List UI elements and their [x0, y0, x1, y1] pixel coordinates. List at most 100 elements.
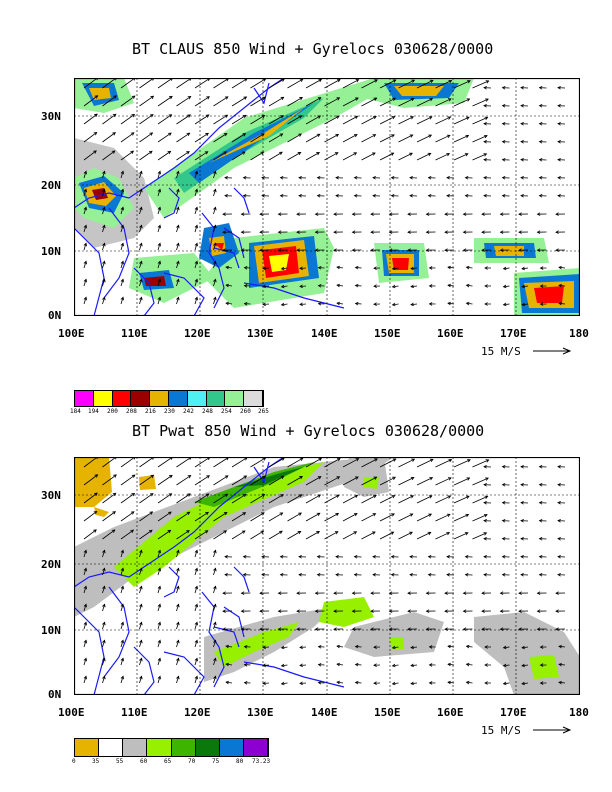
wind-vector-head [447, 495, 452, 499]
wind-vector [324, 97, 340, 107]
wind-vector-head [279, 151, 283, 156]
wind-vector-head [194, 657, 199, 662]
wind-vector-head [277, 248, 282, 252]
wind-vector [213, 622, 216, 630]
wind-vector [213, 189, 216, 197]
wind-vector-head [113, 78, 117, 81]
wind-vector-head [501, 482, 506, 487]
panel1-xtick-140e: 140E [311, 327, 338, 340]
wind-vector-head [462, 230, 467, 234]
wind-vector-head [481, 609, 485, 613]
wind-vector-head [499, 212, 504, 216]
wind-vector [379, 116, 395, 125]
wind-vector-head [539, 681, 544, 685]
wind-vector [522, 682, 529, 685]
wind-vector [120, 132, 135, 143]
panel1-xtick-180: 180 [569, 327, 589, 340]
wind-vector [342, 531, 357, 540]
wind-vector-head [447, 283, 452, 288]
wind-vector [157, 658, 161, 666]
wind-vector-head [139, 621, 143, 626]
wind-vector [472, 459, 489, 468]
wind-vector-head [157, 675, 162, 680]
wind-vector [120, 529, 134, 540]
wind-vector-head [205, 493, 210, 497]
wind-vector [472, 514, 488, 522]
wind-vector [83, 640, 87, 648]
wind-vector-head [444, 248, 448, 252]
wind-vector [410, 682, 418, 685]
panel1-xtick-160e: 160E [437, 327, 464, 340]
wind-vector-head [176, 242, 180, 247]
wind-vector [102, 279, 105, 287]
wind-vector [176, 171, 179, 179]
wind-vector [453, 514, 469, 522]
colorbar-swatch [195, 739, 220, 756]
wind-vector [268, 512, 283, 522]
wind-vector [102, 492, 117, 504]
wind-vector [194, 658, 198, 666]
wind-vector-head [205, 114, 210, 118]
wind-vector-head [194, 296, 199, 301]
panel1-ytick-30n: 30N [41, 110, 61, 123]
wind-vector-head [483, 518, 487, 523]
wind-vector-head [297, 530, 302, 535]
wind-vector-head [483, 121, 487, 126]
wind-vector [176, 96, 191, 107]
wind-vector-head [224, 572, 228, 577]
wind-vector-head [299, 645, 303, 650]
wind-vector-head [277, 230, 282, 234]
wind-vector-head [262, 302, 266, 307]
wind-vector [355, 682, 362, 684]
wind-vector-head [520, 482, 524, 487]
wind-vector-head [390, 531, 395, 535]
wind-vector [83, 658, 87, 666]
wind-vector-head [427, 193, 432, 198]
wind-vector [194, 550, 198, 558]
wind-vector-head [176, 639, 180, 644]
wind-vector [139, 261, 142, 269]
wind-vector-head [390, 152, 395, 156]
wind-vector-head [139, 206, 143, 211]
wind-vector-head [316, 554, 321, 559]
wind-vector [379, 134, 395, 143]
wind-vector-head [93, 529, 97, 533]
wind-vector-head [83, 585, 88, 590]
panel1-coastlines [74, 78, 345, 316]
wind-vector-head [168, 114, 173, 118]
wind-vector-head [444, 212, 448, 216]
wind-vector-head [279, 554, 284, 559]
wind-vector-head [176, 567, 180, 572]
panel2-ytick-30n: 30N [41, 489, 61, 502]
wind-vector [213, 586, 216, 594]
wind-vector-head [120, 260, 125, 265]
wind-vector-head [391, 284, 396, 289]
wind-vector [120, 457, 136, 468]
wind-vector-head [280, 115, 284, 119]
wind-vector-head [481, 212, 485, 216]
wind-vector-head [462, 609, 467, 613]
wind-vector-head [224, 475, 229, 479]
cb1-label: 265 [258, 408, 269, 415]
wind-vector [194, 78, 211, 89]
wind-vector-head [225, 662, 230, 667]
wind-vector [281, 285, 288, 288]
wind-vector-head [176, 621, 180, 626]
wind-vector-head [299, 681, 303, 686]
wind-vector-head [194, 621, 199, 626]
wind-vector-head [335, 554, 339, 559]
wind-vector-head [464, 175, 469, 180]
wind-vector [213, 640, 216, 648]
wind-vector-head [538, 121, 543, 126]
wind-vector [392, 682, 399, 685]
wind-vector-head [483, 482, 487, 487]
wind-vector-head [466, 98, 471, 102]
wind-vector [194, 297, 198, 305]
wind-vector-head [277, 212, 282, 216]
wind-vector-head [483, 153, 488, 157]
wind-vector-head [83, 206, 88, 211]
wind-vector-head [262, 96, 266, 100]
wind-vector [139, 586, 142, 594]
wind-vector-head [373, 663, 377, 667]
wind-vector-head [485, 98, 489, 102]
